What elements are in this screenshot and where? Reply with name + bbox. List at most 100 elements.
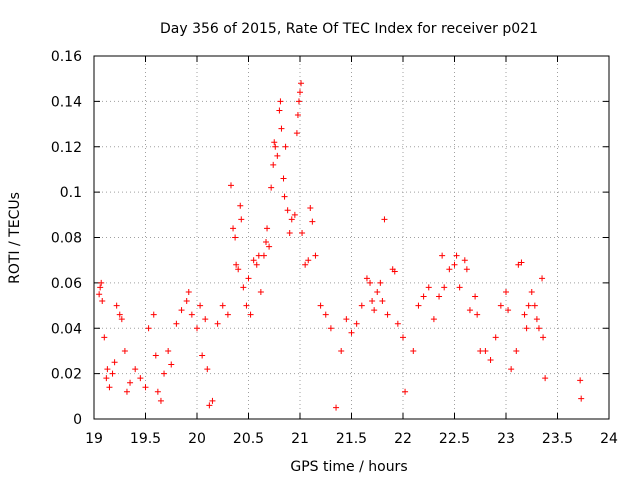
data-point [253,261,260,268]
x-tick-label: 22 [394,431,412,447]
data-point [116,311,123,318]
data-point [142,384,149,391]
data-point [118,316,125,323]
data-point [343,316,350,323]
data-point [98,279,105,286]
data-point [238,216,245,223]
data-point [410,347,417,354]
data-point [277,98,284,105]
data-point [307,205,314,212]
grid-lines [94,56,609,419]
data-point [309,218,316,225]
data-point [535,325,542,332]
data-point [542,375,549,382]
data-point [363,275,370,282]
y-tick-label: 0.12 [51,140,82,156]
data-point [439,252,446,259]
data-point [268,184,275,191]
data-point [420,293,427,300]
data-point [257,288,264,295]
data-point [298,80,305,87]
data-point [255,252,262,259]
y-tick-label: 0 [73,412,82,428]
data-point [227,182,234,189]
x-axis-label: GPS time / hours [290,459,407,475]
y-axis-label: ROTI / TECUs [7,192,23,284]
data-point [577,377,584,384]
data-point [369,298,376,305]
data-point [295,98,302,105]
y-tick-label: 0.04 [51,321,82,337]
data-point [168,361,175,368]
data-point [286,229,293,236]
data-point [482,347,489,354]
data-point [284,207,291,214]
data-point [137,375,144,382]
data-point [371,307,378,314]
chart-title: Day 356 of 2015, Rate Of TEC Index for r… [160,21,538,37]
data-point [219,302,226,309]
data-point [282,143,289,150]
data-point [472,293,479,300]
data-point [113,302,120,309]
data-point [430,316,437,323]
data-point [104,366,111,373]
data-point [103,375,110,382]
y-axis-ticks: 0 0.02 0.04 0.06 0.08 0.1 0.12 0.14 0.16 [51,49,609,428]
data-point [400,334,406,341]
data-point [322,311,329,318]
data-point [270,161,277,168]
data-point [111,359,118,366]
data-point [466,307,473,314]
x-tick-label: 21 [291,431,309,447]
data-point [533,316,540,323]
data-point [288,216,295,223]
data-point [305,257,312,264]
data-point [513,347,520,354]
data-point [271,139,278,146]
data-point [297,89,303,96]
data-point [333,404,340,411]
plot-frame [93,55,610,420]
data-point [204,366,211,373]
data-point [531,302,538,309]
x-tick-label: 24 [600,431,618,447]
data-point [280,175,287,182]
data-point [456,284,463,291]
data-point [243,302,250,309]
y-tick-label: 0.02 [51,367,82,383]
data-point [312,252,319,259]
data-point [291,211,298,218]
data-point [165,347,172,354]
data-point [202,316,209,323]
data-point [206,402,213,409]
x-tick-label: 23 [497,431,515,447]
data-point [235,266,242,273]
data-point [497,302,504,309]
data-point [299,229,306,236]
y-tick-label: 0.16 [51,49,82,65]
data-point [446,266,453,273]
data-point [240,284,247,291]
data-point [391,268,398,275]
data-point [374,288,381,295]
data-point [358,302,365,309]
data-point [224,311,231,318]
data-point [199,352,206,359]
data-point [515,261,522,268]
data-point [106,384,113,391]
data-point [348,329,355,336]
data-point [463,266,470,273]
x-tick-label: 22.5 [439,431,470,447]
data-point [505,307,512,314]
data-point [150,311,157,318]
data-point [127,379,134,386]
x-tick-label: 19 [85,431,103,447]
data-point [188,311,195,318]
data-point [109,370,116,377]
data-point [132,366,139,373]
data-point [353,320,360,327]
data-point [197,302,204,309]
data-point [101,334,108,341]
data-point [474,311,481,318]
